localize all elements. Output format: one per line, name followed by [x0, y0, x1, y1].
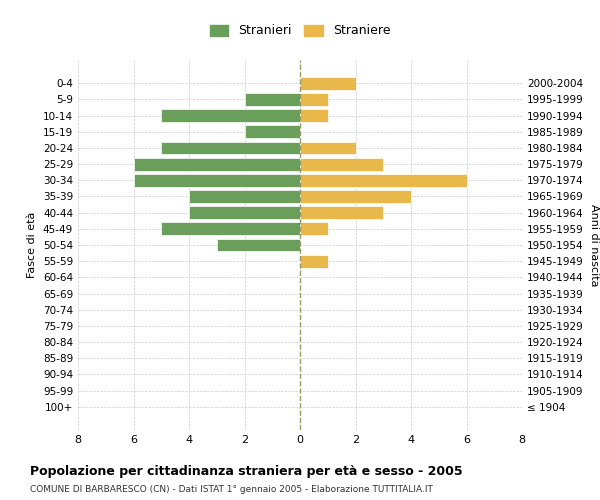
Bar — [300, 190, 411, 203]
Bar — [300, 142, 355, 154]
Bar — [245, 93, 300, 106]
Bar — [300, 77, 355, 90]
Bar — [300, 174, 467, 187]
Y-axis label: Anni di nascita: Anni di nascita — [589, 204, 599, 286]
Bar — [300, 254, 328, 268]
Bar — [300, 206, 383, 219]
Bar — [161, 109, 300, 122]
Legend: Stranieri, Straniere: Stranieri, Straniere — [203, 18, 397, 44]
Bar — [189, 190, 300, 203]
Text: Popolazione per cittadinanza straniera per età e sesso - 2005: Popolazione per cittadinanza straniera p… — [30, 465, 463, 478]
Bar — [217, 238, 300, 252]
Bar — [161, 142, 300, 154]
Bar — [300, 158, 383, 170]
Bar — [245, 126, 300, 138]
Bar — [189, 206, 300, 219]
Y-axis label: Fasce di età: Fasce di età — [28, 212, 37, 278]
Bar — [133, 158, 300, 170]
Bar — [300, 93, 328, 106]
Bar — [161, 222, 300, 235]
Bar — [300, 222, 328, 235]
Text: COMUNE DI BARBARESCO (CN) - Dati ISTAT 1° gennaio 2005 - Elaborazione TUTTITALIA: COMUNE DI BARBARESCO (CN) - Dati ISTAT 1… — [30, 485, 433, 494]
Bar — [300, 109, 328, 122]
Bar — [133, 174, 300, 187]
